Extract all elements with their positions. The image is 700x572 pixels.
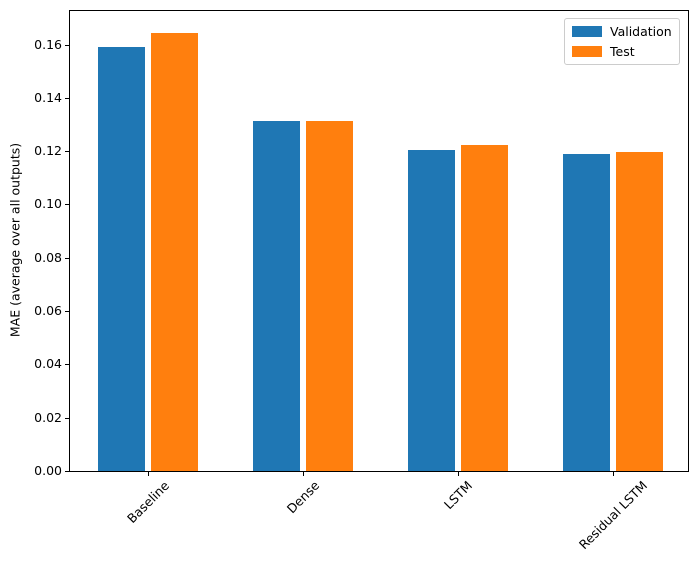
bar-test-3	[616, 151, 663, 471]
x-tick-mark	[303, 472, 304, 476]
y-tick-mark	[65, 97, 69, 99]
y-tick-label: 0.14	[34, 89, 62, 105]
x-tick-label: Dense	[283, 477, 323, 517]
y-tick-label: 0.16	[34, 36, 62, 52]
plot-area	[69, 10, 689, 472]
y-tick-mark	[65, 471, 69, 472]
legend-label: Test	[610, 44, 635, 59]
y-tick-mark	[65, 364, 69, 366]
y-tick-label: 0.12	[34, 143, 62, 159]
bar-test-0	[151, 32, 198, 471]
x-tick-label: Residual LSTM	[575, 477, 651, 553]
y-tick-mark	[65, 204, 69, 206]
y-tick-mark	[65, 257, 69, 259]
y-tick-label: 0.06	[34, 303, 62, 319]
x-tick-mark	[148, 472, 149, 476]
x-tick-label: Baseline	[123, 477, 173, 527]
legend: Validation Test	[564, 18, 680, 65]
legend-entry: Validation	[572, 24, 672, 39]
x-tick-label: LSTM	[440, 477, 476, 513]
legend-swatch	[572, 26, 602, 37]
y-tick-label: 0.00	[34, 463, 62, 478]
y-tick-mark	[65, 44, 69, 46]
bar-validation-3	[563, 153, 610, 471]
legend-entry: Test	[572, 44, 672, 59]
bar-test-2	[461, 145, 508, 471]
legend-swatch	[572, 46, 602, 57]
bar-validation-1	[253, 120, 300, 471]
y-tick-label: 0.10	[34, 196, 62, 212]
bar-validation-0	[98, 47, 145, 471]
y-tick-label: 0.04	[34, 356, 62, 372]
x-tick-mark	[613, 472, 614, 476]
legend-label: Validation	[610, 24, 672, 39]
bar-test-1	[306, 121, 353, 471]
y-tick-mark	[65, 417, 69, 419]
y-tick-mark	[65, 311, 69, 313]
y-tick-label: 0.08	[34, 249, 62, 265]
y-tick-mark	[65, 151, 69, 153]
bar-validation-2	[408, 149, 455, 471]
x-tick-mark	[458, 472, 459, 476]
y-tick-label: 0.02	[34, 409, 62, 425]
